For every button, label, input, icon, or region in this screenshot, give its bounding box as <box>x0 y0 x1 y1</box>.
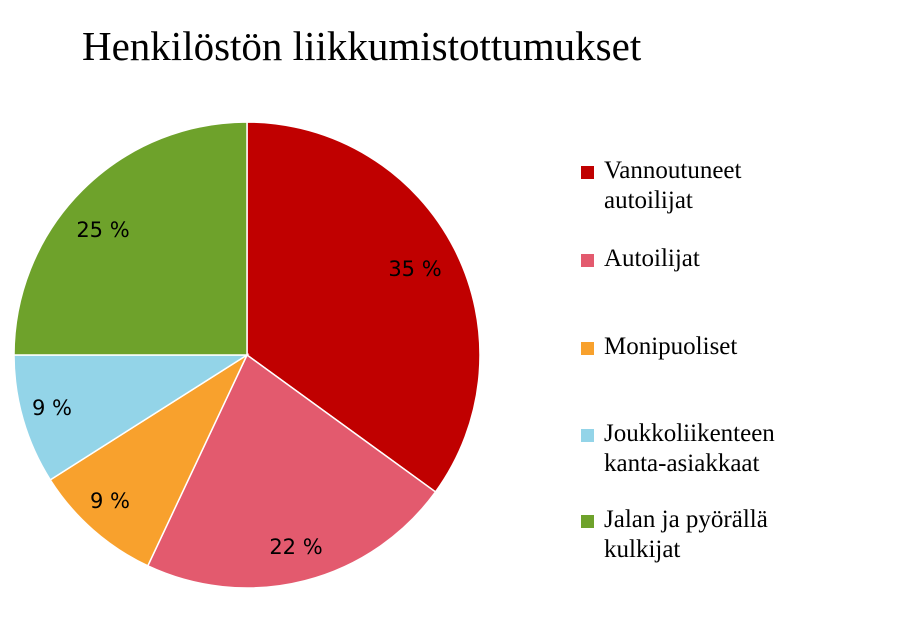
pie-slice-label-3: 9 % <box>90 489 130 513</box>
pie-slice-1 <box>246 121 481 494</box>
legend-item-monipuoliset: Monipuoliset <box>581 332 844 362</box>
legend-label: Autoilijat <box>604 245 700 272</box>
pie-slice-3 <box>49 352 249 567</box>
legend-swatch <box>581 342 594 355</box>
legend-item-autoilijat: Autoilijat <box>581 244 844 274</box>
pie-slice-label-4: 9 % <box>32 396 72 420</box>
legend-swatch <box>581 429 594 442</box>
pie-slice-label-1: 35 % <box>388 257 441 281</box>
legend-item-jalan-ja-pyoralla-kulkijat: Jalan ja pyörällä kulkijat <box>581 505 844 565</box>
legend-swatch <box>581 515 594 528</box>
legend-item-joukkoliikenteen-kanta-asiakkaat: Joukkoliikenteen kanta-asiakkaat <box>581 419 844 479</box>
pie-slice-4 <box>13 354 250 481</box>
legend-label: Jalan ja pyörällä kulkijat <box>604 506 768 563</box>
pie-labels: 35 % 22 % 9 % 9 % 25 % <box>32 218 442 559</box>
legend-label: Joukkoliikenteen kanta-asiakkaat <box>604 420 775 477</box>
legend-label: Vannoutuneet autoilijat <box>604 157 742 214</box>
legend-item-vannoutuneet-autoilijat: Vannoutuneet autoilijat <box>581 156 844 216</box>
legend-swatch <box>581 254 594 267</box>
legend-label: Monipuoliset <box>604 333 738 360</box>
legend-swatch <box>581 166 594 179</box>
pie-slice-label-2: 22 % <box>269 535 322 559</box>
pie-slices <box>13 121 481 589</box>
pie-slice-5 <box>13 121 248 356</box>
pie-slice-label-5: 25 % <box>76 218 129 242</box>
chart-title: Henkilöstön liikkumistottumukset <box>82 23 642 69</box>
